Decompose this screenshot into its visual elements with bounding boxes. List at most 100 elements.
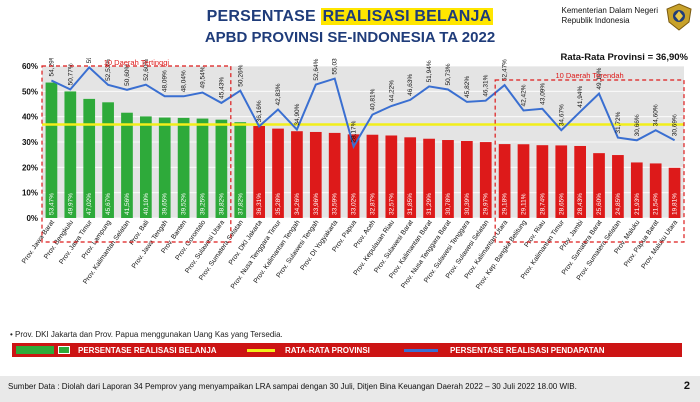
- bar-value-label: 29,11%: [521, 193, 528, 215]
- x-tick-label: Prov. Jawa Barat: [21, 219, 56, 265]
- bar-value-label: 41,56%: [124, 193, 131, 215]
- bar-value-label: 39,25%: [200, 193, 207, 215]
- bar: [64, 91, 77, 218]
- y-tick-label: 30%: [22, 138, 38, 147]
- y-tick-label: 10%: [22, 189, 38, 198]
- bar-value-label: 31,85%: [407, 193, 414, 215]
- revenue-value-label: 51,94%: [426, 60, 433, 82]
- bar: [121, 112, 133, 218]
- bar: [309, 131, 322, 218]
- chart-subtitle: APBD PROVINSI SE-INDONESIA TA 2022: [204, 29, 496, 46]
- revenue-value-label: 50,26%: [237, 64, 244, 86]
- bar-line-chart: 0% 10% 20% 30% 40% 50% 60% 53,47% 49,97% 47,02% 45…: [21, 58, 685, 291]
- bar: [649, 163, 662, 218]
- revenue-value-label: 45,82%: [464, 76, 471, 98]
- bar: [234, 122, 247, 218]
- top10-box: [41, 65, 232, 243]
- bar: [442, 140, 454, 218]
- bar-value-label: 47,02%: [86, 193, 93, 215]
- revenue-value-label: 30,66%: [634, 114, 641, 136]
- revenue-value-label: 52,53%: [105, 59, 112, 81]
- bar-value-label: 24,85%: [615, 193, 622, 215]
- revenue-value-label: 34,90%: [294, 103, 301, 125]
- bar: [517, 144, 530, 218]
- revenue-value-label: 50,73%: [445, 63, 452, 85]
- revenue-value-label: 46,63%: [407, 74, 414, 96]
- footer: Sumber Data : Diolah dari Laporan 34 Pem…: [0, 376, 700, 402]
- revenue-value-label: 43,09%: [539, 83, 546, 105]
- bar-value-label: 28,74%: [539, 193, 546, 215]
- bar: [593, 153, 605, 218]
- bar-value-label: 35,28%: [275, 193, 282, 215]
- bar: [366, 134, 379, 218]
- bar-value-label: 39,52%: [181, 193, 188, 215]
- revenue-value-label: 54,29%: [48, 58, 55, 76]
- x-tick-label: Prov. Papua Barat: [623, 219, 660, 268]
- revenue-value-label: 42,83%: [275, 83, 282, 105]
- bar: [423, 138, 435, 218]
- y-tick-label: 50%: [22, 87, 38, 96]
- y-tick-label: 40%: [22, 113, 38, 122]
- bar: [45, 82, 58, 218]
- bar-value-label: 53,47%: [48, 193, 55, 215]
- bar: [215, 119, 228, 218]
- bar-value-label: 21,93%: [634, 193, 641, 215]
- title-highlight: REALISASI BELANJA: [320, 8, 494, 25]
- y-tick-label: 60%: [22, 62, 38, 71]
- bar-value-label: 19,81%: [672, 193, 679, 215]
- revenue-value-label: 52,47%: [502, 59, 509, 81]
- bar: [555, 145, 568, 218]
- legend-average: RATA-RATA PROVINSI: [247, 343, 370, 357]
- bar-value-label: 28,43%: [577, 193, 584, 215]
- revenue-value-label: 36,16%: [256, 100, 263, 122]
- bar: [498, 144, 511, 218]
- bar: [612, 155, 624, 218]
- revenue-value-label: 45,43%: [218, 77, 225, 99]
- bar-value-label: 39,65%: [162, 193, 169, 215]
- bar-value-label: 28,65%: [558, 193, 565, 215]
- bar-value-label: 29,18%: [502, 193, 509, 215]
- bar: [328, 132, 341, 218]
- legend-revenue: PERSENTASE REALISASI PENDAPATAN: [404, 343, 605, 357]
- revenue-value-label: 40,81%: [369, 88, 376, 110]
- revenue-value-label: 34,67%: [558, 104, 565, 126]
- revenue-value-label: 49,54%: [200, 66, 207, 88]
- bar: [668, 167, 681, 218]
- revenue-value-label: 46,31%: [483, 74, 490, 96]
- bar: [158, 117, 171, 218]
- bar-value-label: 49,97%: [67, 193, 74, 215]
- bar: [102, 102, 114, 218]
- bar-value-label: 30,39%: [464, 193, 471, 215]
- bar-value-label: 36,31%: [256, 193, 263, 215]
- revenue-value-label: 28,17%: [351, 120, 358, 142]
- revenue-value-label: 42,42%: [521, 84, 528, 106]
- bar: [272, 128, 284, 218]
- revenue-value-label: 50,77%: [67, 63, 74, 85]
- page-number: 2: [683, 380, 690, 392]
- bar-value-label: 32,87%: [369, 193, 376, 215]
- bar-value-label: 25,60%: [596, 193, 603, 215]
- bar-value-label: 34,26%: [294, 193, 301, 215]
- ministry-name: Kementerian Dalam Negeri Republik Indones…: [561, 6, 659, 25]
- top10-label: 10 Daerah Tertinggi: [104, 58, 170, 67]
- bar: [291, 131, 303, 218]
- bottom10-box: [494, 79, 685, 243]
- revenue-value-label: 31,72%: [615, 111, 622, 133]
- revenue-value-label: 50,60%: [124, 64, 131, 86]
- footnote: • Prov. DKI Jakarta dan Prov. Papua meng…: [10, 330, 283, 339]
- average-label: Rata-Rata Provinsi = 36,90%: [560, 52, 688, 63]
- bar-value-label: 33,96%: [313, 193, 320, 215]
- bar-value-label: 38,82%: [218, 193, 225, 215]
- bottom10-label: 10 Daerah Terendah: [555, 71, 623, 80]
- bar: [460, 141, 473, 218]
- source-note: Sumber Data : Diolah dari Laporan 34 Pem…: [8, 382, 577, 391]
- revenue-value-label: 59,46%: [86, 58, 93, 63]
- revenue-value-label: 34,60%: [653, 104, 660, 126]
- y-tick-label: 20%: [22, 163, 38, 172]
- bar-value-label: 45,67%: [105, 193, 112, 215]
- bar: [404, 137, 417, 218]
- bar: [385, 135, 398, 218]
- bar-value-label: 29,97%: [483, 193, 490, 215]
- ministry-logo-icon: [666, 3, 692, 31]
- chart-title: PERSENTASE REALISASI BELANJA: [206, 8, 494, 25]
